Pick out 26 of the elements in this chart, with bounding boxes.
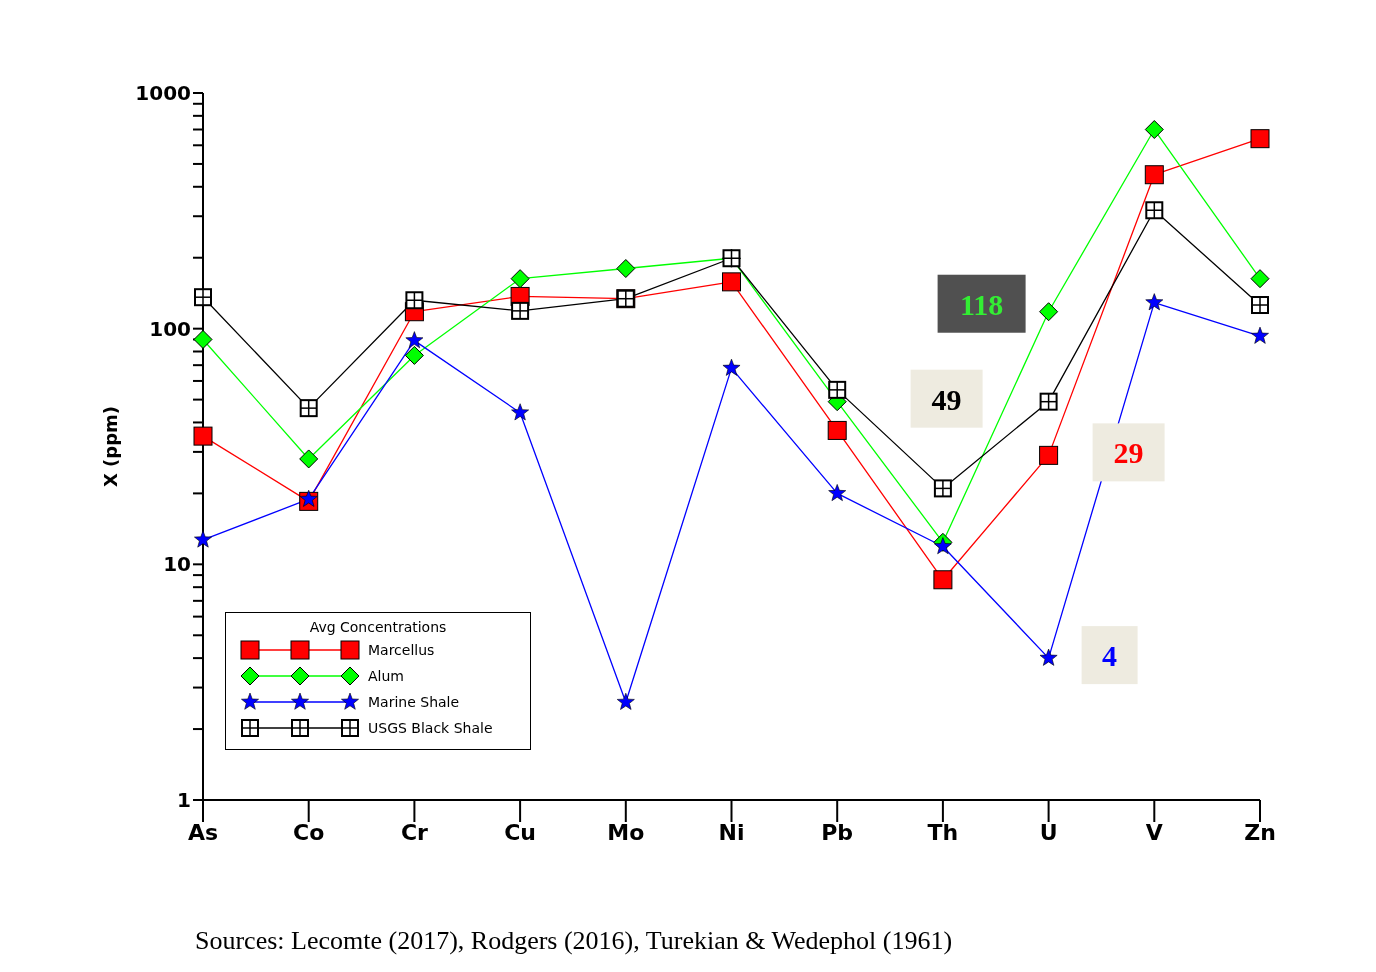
x-tick-label: U [1039,819,1058,845]
y-tick-label: 100 [149,316,191,341]
y-tick-label: 1000 [135,81,191,106]
legend-label: USGS Black Shale [368,720,493,736]
x-tick-label: Th [927,819,959,845]
annotation: 49 [931,382,962,416]
x-tick-label: Mo [607,819,645,845]
x-tick-label: Cu [504,819,537,845]
y-tick-label: 10 [163,552,191,577]
x-tick-label: Ni [718,819,745,845]
x-tick-label: V [1145,819,1163,845]
x-tick-label: As [187,819,219,845]
legend-title: Avg Concentrations [308,619,448,635]
legend-label: Marcellus [368,642,435,658]
x-tick-label: Co [293,819,325,845]
legend-label: Alum [368,668,404,684]
y-tick-label: 1 [177,788,191,813]
annotation: 29 [1113,436,1144,470]
y-axis-title: X (ppm) [100,405,122,488]
legend-label: Marine Shale [368,694,460,710]
x-tick-label: Pb [821,819,854,845]
annotation: 4 [1102,639,1118,673]
annotation: 118 [959,287,1004,321]
source-note: Sources: Lecomte (2017), Rodgers (2016), Turekian & Wedephol (1961) [195,926,953,956]
x-tick-label: Zn [1244,819,1276,845]
x-tick-label: Cr [400,819,429,845]
